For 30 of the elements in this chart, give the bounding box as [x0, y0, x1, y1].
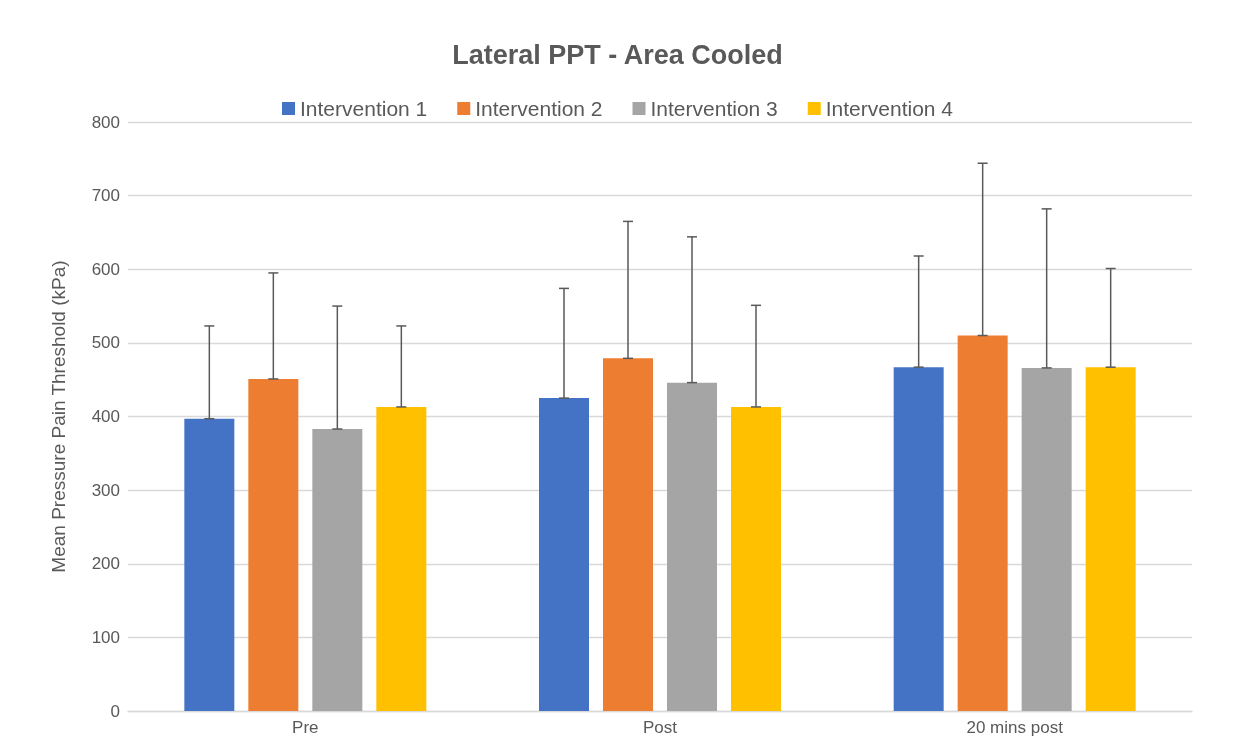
- x-tick-label: Pre: [292, 718, 319, 737]
- y-tick-label: 500: [91, 333, 120, 353]
- bar: [376, 406, 427, 711]
- bar: [893, 367, 944, 711]
- bar: [731, 406, 781, 711]
- y-tick-label: 100: [91, 627, 120, 647]
- legend-label: Intervention 3: [650, 97, 778, 120]
- bar: [184, 418, 235, 711]
- legend-label: Intervention 4: [825, 97, 954, 120]
- legend-label: Intervention 1: [300, 97, 428, 120]
- bar: [539, 398, 589, 711]
- x-tick-label: Post: [642, 718, 678, 737]
- bar: [1021, 367, 1072, 711]
- bar: [1085, 367, 1136, 711]
- legend-label: Intervention 2: [475, 97, 603, 120]
- chart-title: Lateral PPT - Area Cooled: [452, 39, 783, 70]
- bar: [957, 335, 1008, 711]
- y-axis-title: Mean Pressure Pain Threshold (kPa): [48, 260, 69, 573]
- y-tick-label: 700: [91, 186, 120, 206]
- y-tick-label: 600: [91, 259, 120, 279]
- bar: [248, 378, 299, 711]
- bar: [312, 429, 363, 711]
- y-tick-label: 400: [91, 407, 120, 426]
- y-tick-label: 800: [91, 112, 120, 132]
- bar: [667, 382, 717, 711]
- y-tick-label: 200: [91, 554, 120, 574]
- y-tick-label: 300: [91, 480, 120, 500]
- x-tick-label: 20 mins post: [966, 718, 1064, 737]
- bar: [603, 358, 653, 711]
- y-tick-label: 0: [110, 701, 120, 721]
